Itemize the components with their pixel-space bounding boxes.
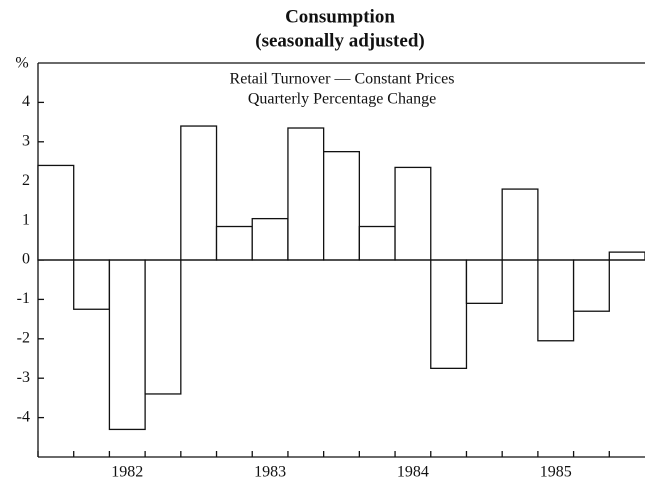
chart-title: Consumption (285, 6, 395, 27)
bar (358, 225, 396, 261)
x-tick-label: 1985 (540, 464, 572, 481)
bar (215, 225, 253, 261)
bar (430, 259, 468, 369)
bar (501, 188, 539, 261)
bar (73, 259, 111, 310)
bar (465, 259, 503, 304)
x-tick-label: 1982 (111, 464, 143, 481)
y-tick-label: 0 (22, 251, 30, 268)
y-tick-label: -2 (17, 329, 30, 346)
y-tick-label: 2 (22, 172, 30, 189)
y-tick-label: -3 (17, 369, 30, 386)
bar (108, 259, 146, 431)
bar (180, 125, 218, 261)
bar (394, 166, 432, 261)
x-tick-label: 1984 (397, 464, 429, 481)
y-tick-label: 3 (22, 132, 30, 149)
bar (572, 259, 610, 312)
annotation: Retail Turnover — Constant Prices (230, 71, 455, 88)
y-tick-label: -4 (17, 408, 30, 425)
bar (322, 150, 361, 261)
y-axis-label: % (15, 55, 28, 72)
bar (608, 251, 645, 261)
y-tick-label: 4 (22, 93, 30, 110)
bar (287, 127, 325, 261)
bar (251, 217, 289, 261)
annotation: Quarterly Percentage Change (248, 91, 436, 108)
y-tick-label: 1 (22, 211, 30, 228)
bar (537, 259, 575, 342)
chart-subtitle: (seasonally adjusted) (255, 30, 424, 51)
bar (37, 164, 75, 261)
x-tick-label: 1983 (254, 464, 286, 481)
bar (144, 259, 182, 395)
y-tick-label: -1 (17, 290, 30, 307)
